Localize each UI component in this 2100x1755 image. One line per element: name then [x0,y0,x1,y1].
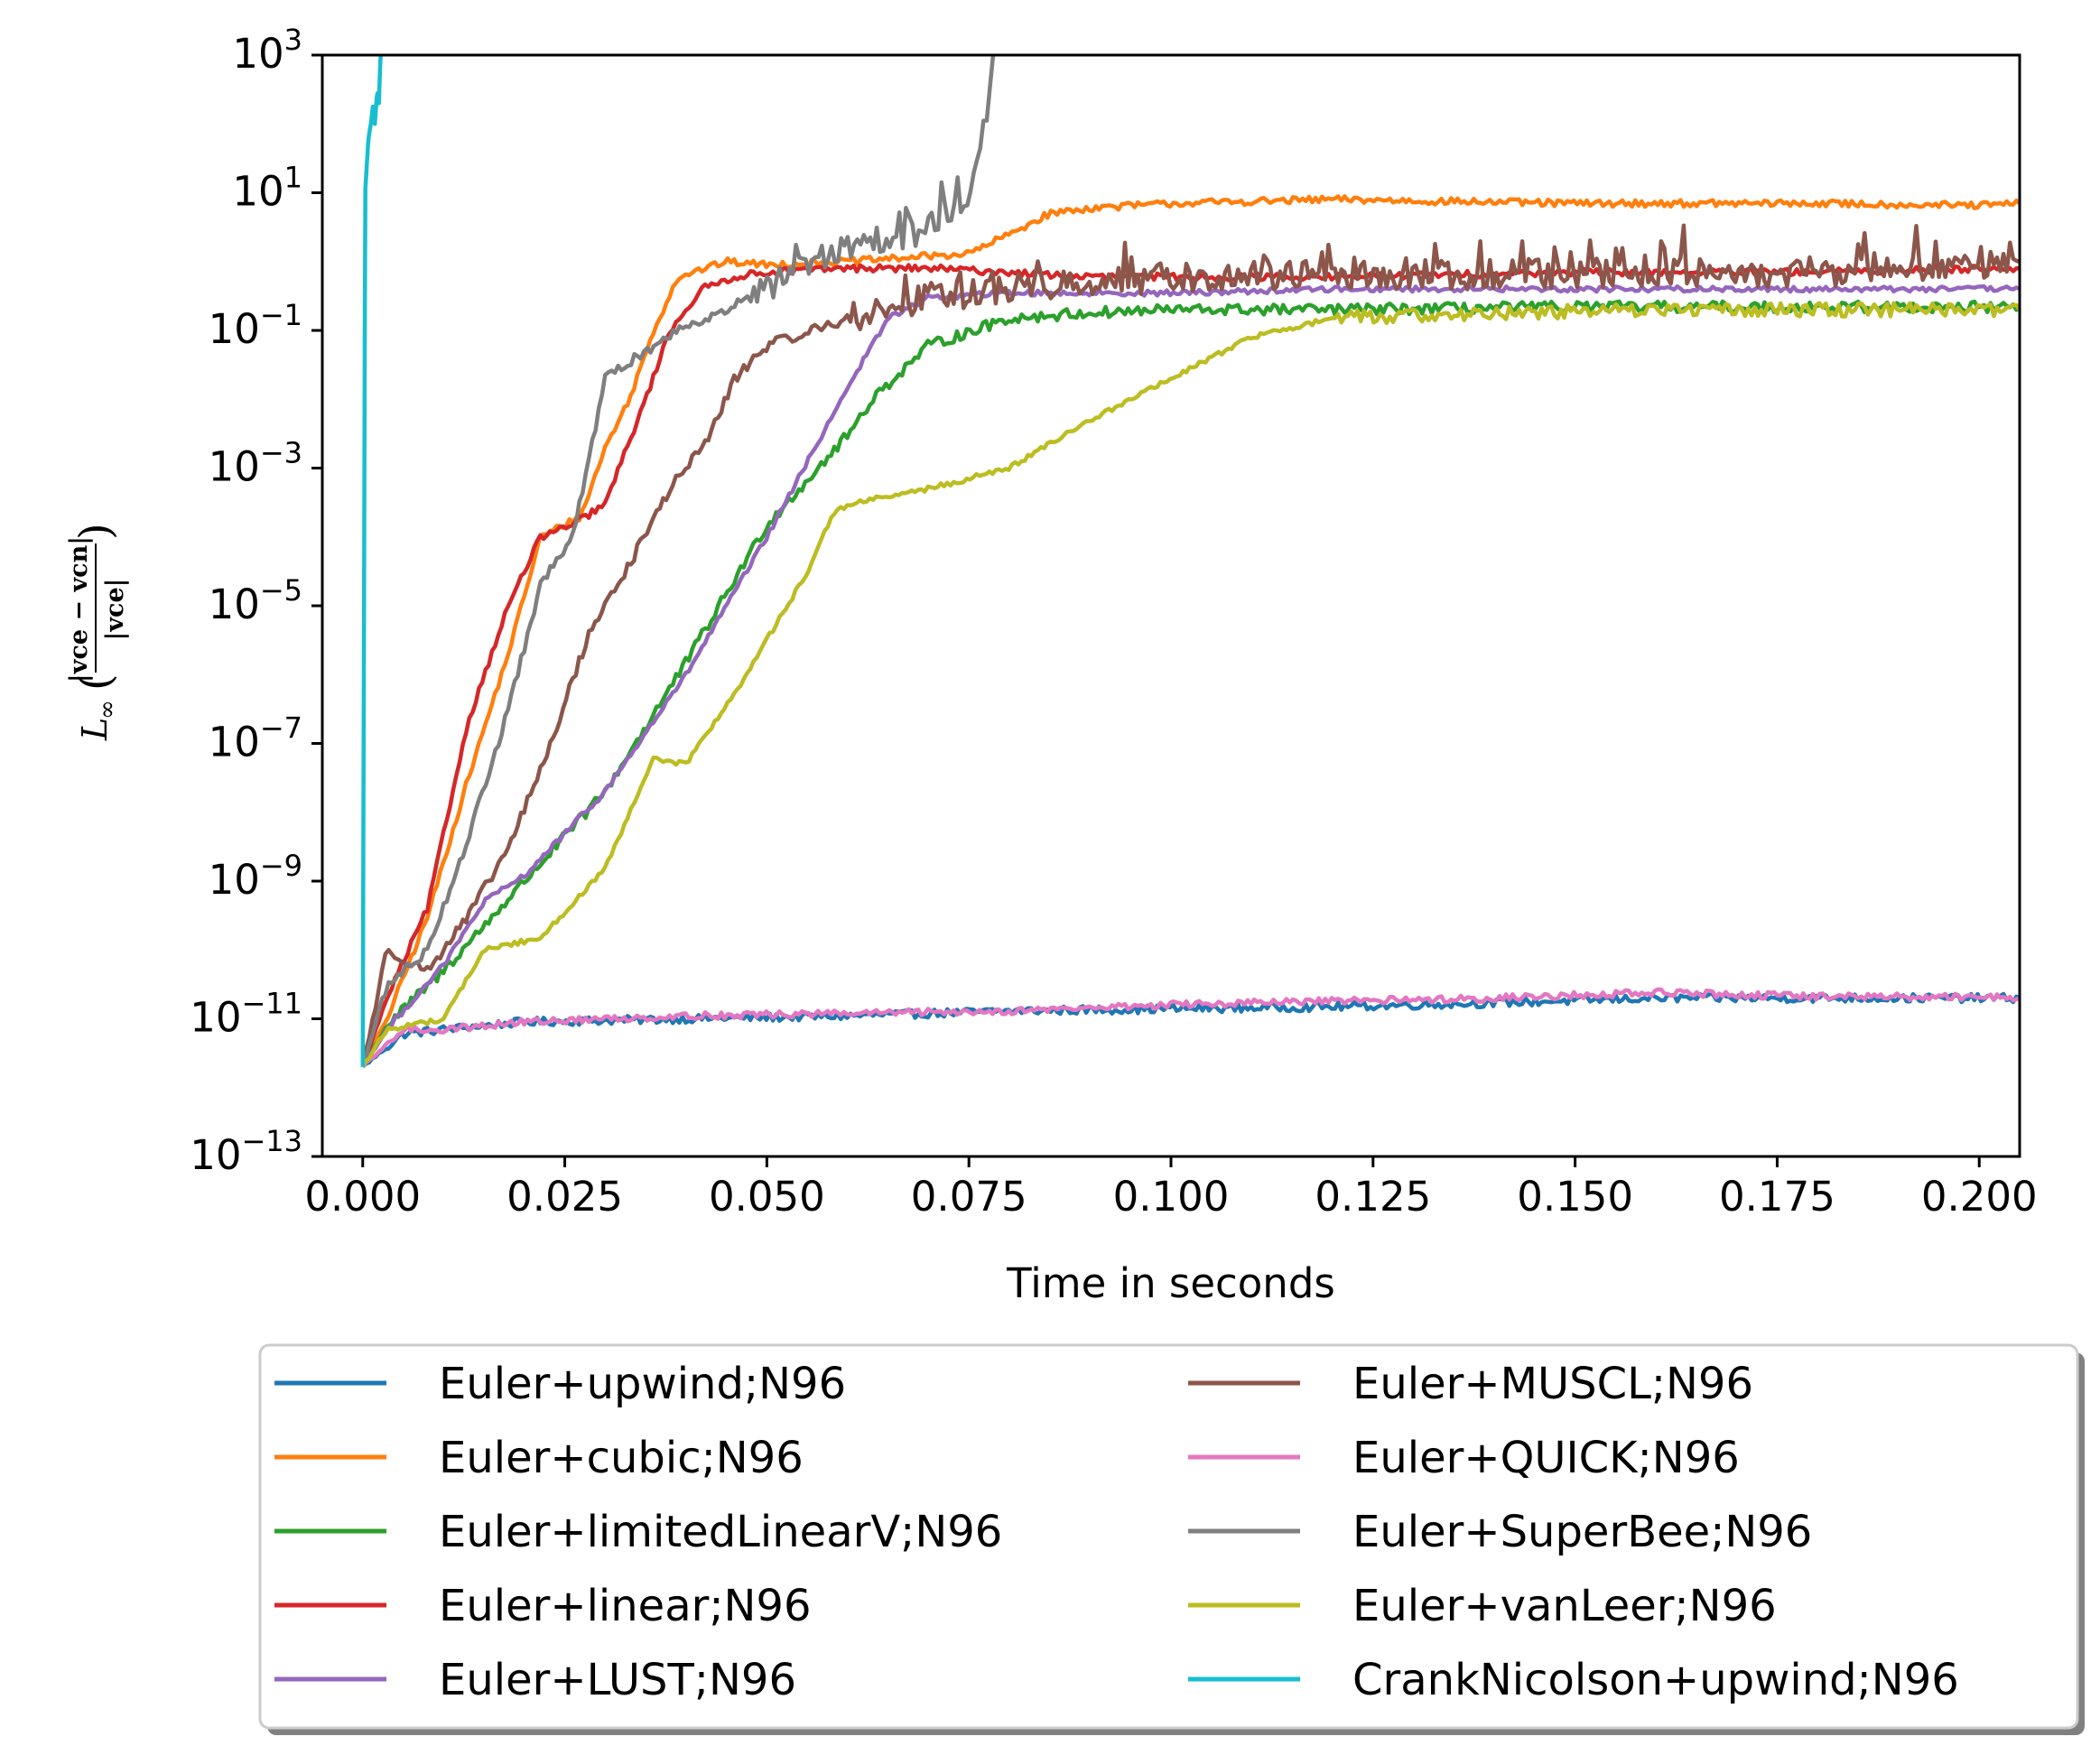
y-label-numerator: |vce − vcn| [65,536,93,682]
y-tick-label: 10−3 [209,436,302,491]
y-tick-label: 10−5 [209,573,302,628]
legend-label: Euler+SuperBee;N96 [1352,1507,1812,1557]
y-label-lparen: ( [70,673,121,691]
x-tick-label: 0.000 [304,1173,421,1221]
y-tick-label: 103 [232,23,302,78]
x-tick-label: 0.075 [911,1173,1027,1221]
y-tick-label: 101 [232,161,302,216]
y-tick-label: 10−11 [190,987,302,1042]
series-line [360,283,2020,1069]
legend: Euler+upwind;N96 Euler+cubic;N96 Euler+lim… [258,1343,2085,1735]
series-line [360,299,2020,1068]
series-line [360,55,996,1068]
series-lines [360,55,2020,1069]
legend-label: Euler+vanLeer;N96 [1352,1581,1777,1631]
legend-label: Euler+cubic;N96 [439,1433,804,1483]
y-tick-label: 10−1 [209,298,302,353]
x-tick-label: 0.100 [1113,1173,1230,1221]
x-tick-label: 0.125 [1315,1173,1431,1221]
y-tick-label: 10−7 [209,711,302,766]
y-label-rparen: ) [70,523,121,540]
legend-label: Euler+upwind;N96 [439,1359,846,1409]
series-line [360,194,2020,1068]
legend-items: Euler+upwind;N96 Euler+cubic;N96 Euler+lim… [274,1359,1959,1705]
y-label-sub: ∞ [94,700,121,720]
legend-label: Euler+QUICK;N96 [1352,1433,1740,1483]
legend-box [258,1343,2079,1730]
series-line [360,223,2020,1068]
series-line [360,301,2020,1068]
x-tick-label: 0.025 [506,1173,623,1221]
y-axis-label: L ∞ ( |vce − vcn| |vce| ) [65,523,129,741]
x-tick-label: 0.200 [1921,1173,2038,1221]
x-tick-label: 0.050 [709,1173,825,1221]
legend-label: Euler+LUST;N96 [439,1655,796,1705]
legend-label: Euler+limitedLinearV;N96 [439,1507,1002,1557]
x-axis-label: Time in seconds [1006,1259,1335,1307]
series-line [360,263,2020,1068]
y-tick-label: 10−13 [190,1124,302,1179]
x-tick-label: 0.150 [1517,1173,1633,1221]
x-tick-label: 0.175 [1719,1173,1835,1221]
y-axis-ticks: 103 101 10−1 10−3 10−5 10−7 10−9 10−11 10−13 [190,23,322,1179]
legend-label: Euler+MUSCL;N96 [1352,1359,1753,1409]
legend-label: Euler+linear;N96 [439,1581,812,1631]
y-tick-label: 10−9 [209,849,302,904]
legend-label: CrankNicolson+upwind;N96 [1352,1655,1959,1705]
x-axis-ticks: 0.000 0.025 0.050 0.075 0.100 0.125 0.150 0.175… [304,1156,2038,1221]
y-label-denominator: |vce| [101,579,129,641]
series-line [361,987,2020,1069]
y-label-main: L [75,718,115,741]
series-line [360,55,383,1067]
plot-frame [321,53,2021,1158]
